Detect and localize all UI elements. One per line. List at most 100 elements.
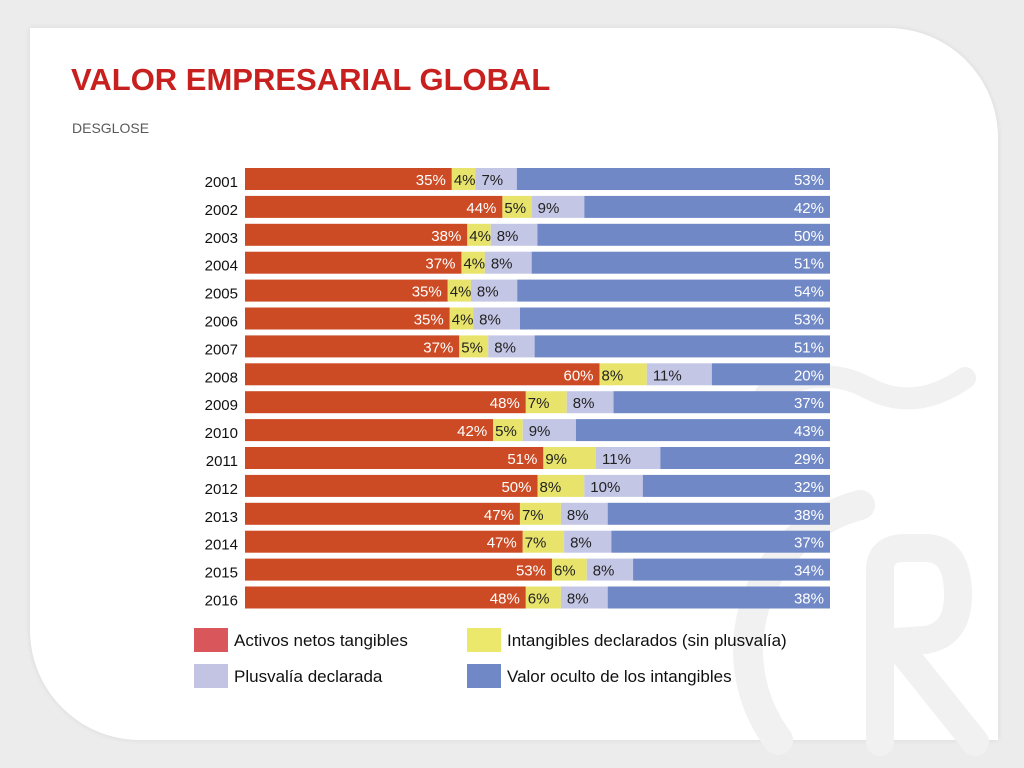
year-label: 2001 <box>205 174 238 191</box>
bar-segment <box>459 335 489 358</box>
data-label: 8% <box>497 228 519 245</box>
year-label: 2003 <box>205 230 238 247</box>
bar-segment <box>537 474 585 497</box>
year-label: 2013 <box>205 509 238 526</box>
bar-segment <box>245 502 520 525</box>
bar-segment <box>473 307 520 330</box>
bar-segment <box>560 586 608 609</box>
data-label: 7% <box>528 395 550 412</box>
bar-segment <box>584 195 830 218</box>
bar-segment <box>516 168 830 190</box>
bar-segment <box>245 279 448 302</box>
data-label: 48% <box>490 591 520 608</box>
bar-segment <box>245 419 494 442</box>
bar-segment <box>245 586 526 609</box>
bar-segment <box>245 223 468 246</box>
legend-swatch <box>467 664 501 688</box>
page-title: VALOR EMPRESARIAL GLOBAL <box>71 62 551 97</box>
bar-segment <box>599 363 647 386</box>
bar-segment <box>488 335 535 358</box>
data-label: 8% <box>602 367 624 384</box>
data-label: 38% <box>794 591 824 608</box>
bar-segment <box>449 307 474 330</box>
data-label: 48% <box>490 395 520 412</box>
bar-segment <box>245 530 523 553</box>
bar-segment <box>467 223 491 246</box>
bar-segment <box>531 251 830 274</box>
bar-segment <box>607 502 830 525</box>
data-label: 9% <box>529 423 551 440</box>
data-label: 35% <box>414 312 444 329</box>
bar-segment <box>642 474 830 497</box>
page-subtitle: DESGLOSE <box>72 120 150 136</box>
bar-segment <box>566 391 614 414</box>
year-label: 2016 <box>205 593 238 610</box>
bar-segment <box>534 335 830 358</box>
data-label: 35% <box>412 284 442 301</box>
year-label: 2009 <box>205 397 238 414</box>
data-label: 5% <box>461 339 483 356</box>
data-label: 42% <box>457 423 487 440</box>
bar-segment <box>525 586 561 609</box>
legend-label: Intangibles declarados (sin plusvalía) <box>507 631 787 650</box>
bar-segment <box>245 168 452 190</box>
bar-segment <box>245 307 450 330</box>
data-label: 50% <box>794 228 824 245</box>
bar-segment <box>245 391 526 414</box>
bar-segment <box>502 195 532 218</box>
bar-segment <box>461 251 485 274</box>
legend-swatch <box>194 628 228 652</box>
data-label: 6% <box>554 563 576 580</box>
data-label: 54% <box>794 284 824 301</box>
data-label: 38% <box>794 507 824 524</box>
year-label: 2002 <box>205 202 238 219</box>
data-label: 53% <box>794 312 824 329</box>
bar-segment <box>525 391 567 414</box>
data-label: 5% <box>495 423 517 440</box>
bar-segment <box>711 363 830 386</box>
bar-segment <box>646 363 712 386</box>
bar-segment <box>611 530 830 553</box>
data-label: 8% <box>477 284 499 301</box>
year-label: 2005 <box>205 286 238 303</box>
data-label: 32% <box>794 479 824 496</box>
data-label: 8% <box>540 479 562 496</box>
data-label: 53% <box>516 563 546 580</box>
data-label: 35% <box>416 172 446 189</box>
data-label: 6% <box>528 591 550 608</box>
data-label: 11% <box>602 451 631 468</box>
bar-segment <box>245 447 544 469</box>
bar-segment <box>475 168 517 190</box>
legend-label: Activos netos tangibles <box>234 631 408 650</box>
bar-segment <box>607 586 830 609</box>
legend-label: Plusvalía declarada <box>234 667 383 686</box>
year-label: 2008 <box>205 369 238 386</box>
data-label: 4% <box>469 228 491 245</box>
bar-segment <box>245 558 552 581</box>
data-label: 11% <box>653 367 682 384</box>
data-label: 37% <box>794 395 824 412</box>
year-label: 2006 <box>205 314 238 331</box>
data-label: 8% <box>491 256 513 273</box>
data-label: 5% <box>504 200 526 217</box>
bar-segment <box>586 558 634 581</box>
legend-swatch <box>467 628 501 652</box>
data-label: 53% <box>794 172 824 189</box>
bar-segment <box>470 279 518 302</box>
data-label: 8% <box>570 535 592 552</box>
bar-segment <box>519 307 830 330</box>
data-label: 50% <box>501 479 531 496</box>
bar-segment <box>245 195 503 218</box>
data-label: 20% <box>794 367 824 384</box>
data-label: 8% <box>573 395 595 412</box>
bar-segment <box>633 558 830 581</box>
bar-segment <box>560 502 608 525</box>
year-label: 2012 <box>205 481 238 498</box>
bar-segment <box>575 419 830 442</box>
data-label: 38% <box>431 228 461 245</box>
bar-segment <box>584 474 643 497</box>
bar-segment <box>451 168 476 190</box>
bar-segment <box>519 502 561 525</box>
data-label: 29% <box>794 451 824 468</box>
